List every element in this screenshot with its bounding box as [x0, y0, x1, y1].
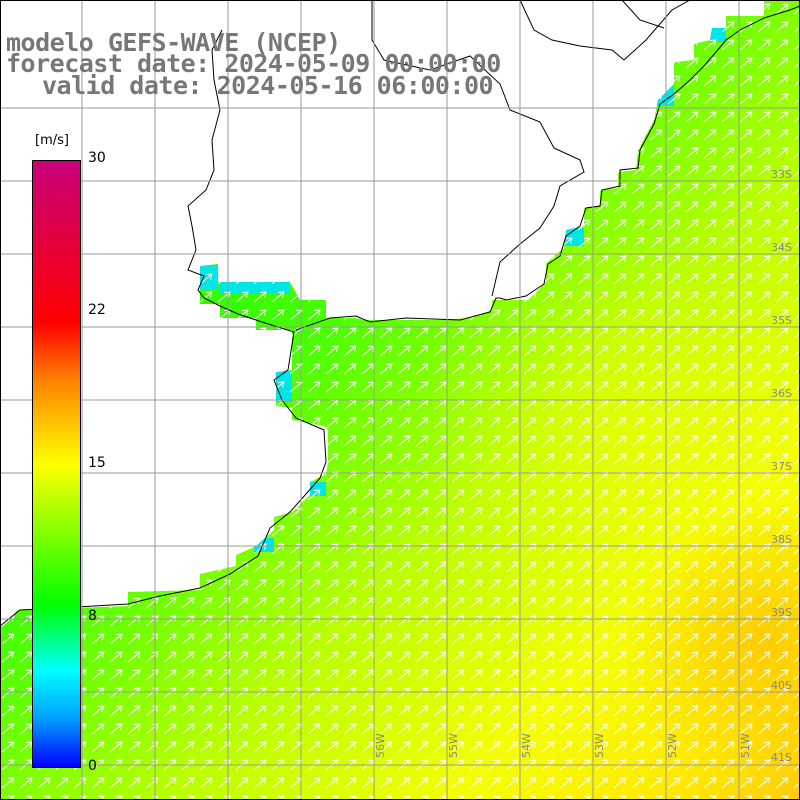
lat-label: 37S: [771, 460, 792, 473]
lat-label: 33S: [771, 168, 792, 181]
border-line: [371, 0, 691, 297]
lat-label: 36S: [771, 387, 792, 400]
lat-label: 34S: [771, 241, 792, 254]
lon-label: 55W: [447, 733, 460, 758]
lon-label: 54W: [520, 733, 533, 758]
lat-label: 41S: [771, 751, 792, 764]
lon-label: 56W: [374, 733, 387, 758]
lon-label: 52W: [666, 733, 679, 758]
colorbar-tick: 8: [88, 608, 97, 624]
lat-label: 40S: [771, 679, 792, 692]
colorbar-tick: 0: [88, 758, 97, 774]
forecast-date: forecast date: 2024-05-09 00:00:00: [6, 49, 501, 78]
colorbar-tick: 30: [88, 150, 106, 166]
lon-label: 53W: [593, 733, 606, 758]
lon-label: 51W: [739, 733, 752, 758]
colorbar-tick: 22: [88, 302, 106, 318]
lat-label: 38S: [771, 533, 792, 546]
colorbar-tick: 15: [88, 455, 106, 471]
colorbar: [32, 160, 81, 768]
lat-label: 35S: [771, 314, 792, 327]
colorbar-unit: [m/s]: [34, 133, 70, 148]
valid-date: valid date: 2024-05-16 06:00:00: [42, 71, 494, 100]
lat-label: 39S: [771, 606, 792, 619]
map-title: modelo GEFS-WAVE (NCEP): [6, 28, 341, 57]
